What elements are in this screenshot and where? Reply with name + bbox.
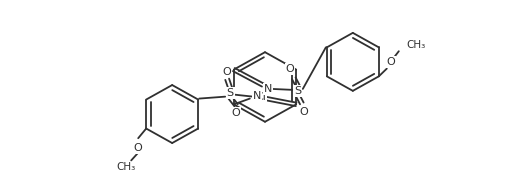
Text: O: O [223, 67, 232, 77]
Text: CH₃: CH₃ [117, 162, 136, 172]
Text: N: N [263, 84, 272, 94]
Text: O: O [299, 107, 308, 117]
Text: O: O [232, 108, 241, 118]
Text: CH₃: CH₃ [407, 40, 426, 50]
Text: N: N [253, 91, 261, 101]
Text: Cl: Cl [256, 92, 267, 102]
Text: S: S [227, 88, 234, 98]
Text: O: O [386, 57, 395, 67]
Text: S: S [294, 86, 302, 96]
Text: O: O [134, 143, 143, 153]
Text: O: O [286, 64, 294, 74]
